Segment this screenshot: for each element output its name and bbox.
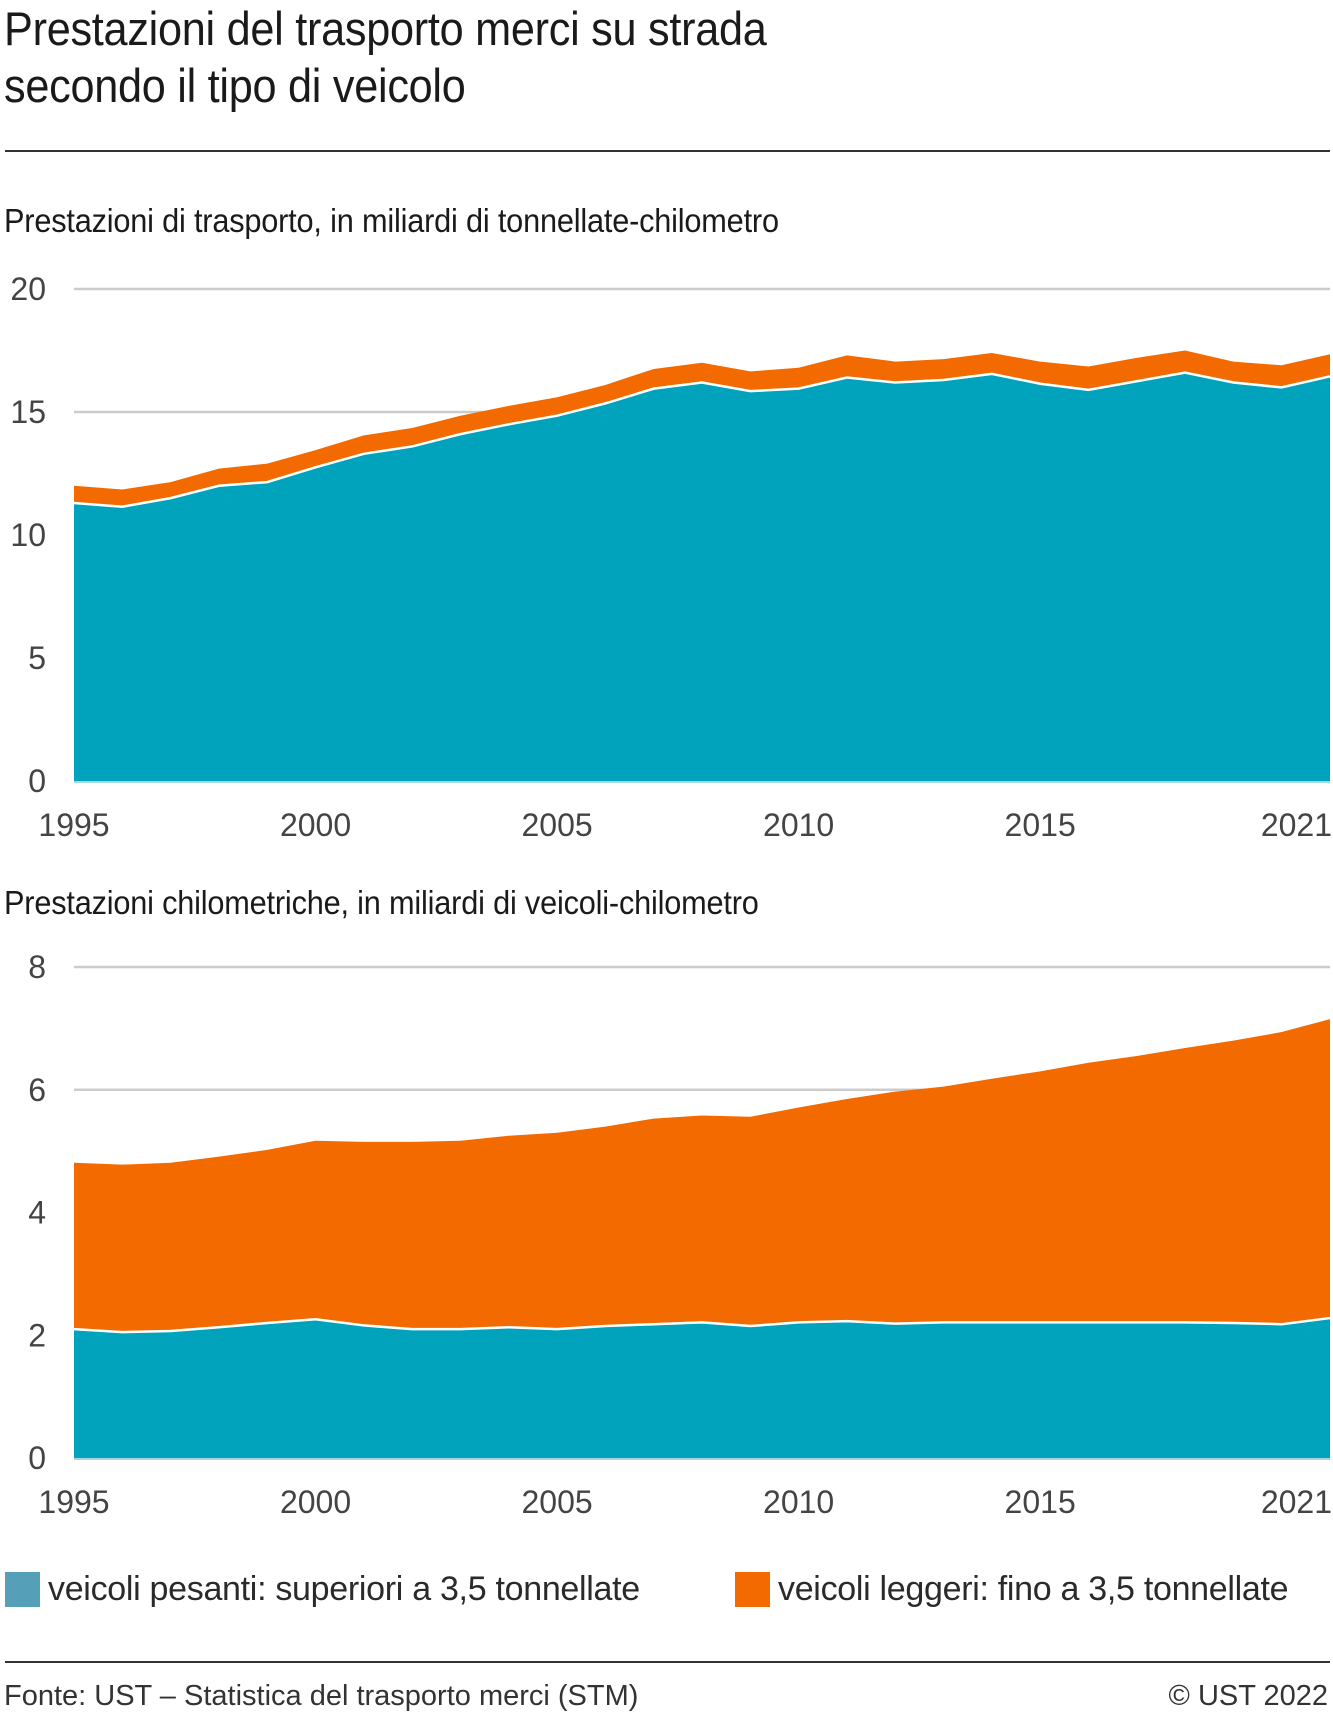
area-heavy-vehicles (74, 1318, 1330, 1458)
area-heavy-vehicles (74, 372, 1330, 781)
series-separator-line (73, 1316, 1331, 1334)
x-tick-label: 2005 (521, 1484, 592, 1520)
legend-label-light: veicoli leggeri: fino a 3,5 tonnellate (778, 1570, 1289, 1608)
legend-item-light: veicoli leggeri: fino a 3,5 tonnellate (735, 1570, 1289, 1609)
x-tick-label: 2015 (1005, 807, 1076, 843)
legend: veicoli pesanti: superiori a 3,5 tonnell… (5, 1570, 1333, 1610)
y-tick-label: 15 (10, 394, 46, 430)
y-tick-label: 5 (28, 640, 46, 676)
chart-2-title: Prestazioni chilometriche, in miliardi d… (4, 884, 759, 921)
x-tick-label: 1995 (38, 807, 109, 843)
chart-vehicle-kilometres: 0 2 4 6 8 1995 2000 2005 2010 2015 2021 (28, 949, 1332, 1520)
x-tick-label: 2010 (763, 1484, 834, 1520)
legend-swatch-light (735, 1572, 770, 1607)
y-tick-label: 0 (28, 763, 46, 799)
copyright: © UST 2022 (1168, 1680, 1328, 1712)
legend-swatch-heavy (5, 1572, 40, 1607)
y-tick-label: 10 (10, 517, 46, 553)
x-tick-label: 2021 (1261, 807, 1332, 843)
y-tick-label: 8 (28, 949, 46, 985)
x-tick-label: 2000 (280, 1484, 351, 1520)
chart-transport-performance: 0 5 10 15 20 1995 2000 2005 2010 2015 2021 (10, 271, 1332, 843)
x-tick-label: 2015 (1005, 1484, 1076, 1520)
y-tick-label: 20 (10, 271, 46, 307)
y-tick-label: 2 (28, 1317, 46, 1353)
chart-1-title: Prestazioni di trasporto, in miliardi di… (4, 202, 779, 239)
series-separator-line (73, 371, 1331, 508)
source-note: Fonte: UST – Statistica del trasporto me… (4, 1680, 639, 1712)
y-tick-label: 6 (28, 1072, 46, 1108)
y-tick-label: 0 (28, 1440, 46, 1476)
footer-divider (5, 1661, 1330, 1663)
x-tick-label: 2010 (763, 807, 834, 843)
area-light-vehicles (74, 1019, 1330, 1333)
x-tick-label: 2021 (1261, 1484, 1332, 1520)
x-tick-label: 2005 (521, 807, 592, 843)
header-divider (5, 150, 1330, 152)
page-title-line-1: Prestazioni del trasporto merci su strad… (4, 2, 767, 55)
page-title-line-2: secondo il tipo di veicolo (4, 59, 466, 112)
y-tick-label: 4 (28, 1195, 46, 1231)
x-tick-label: 1995 (38, 1484, 109, 1520)
page-title: Prestazioni del trasporto merci su strad… (4, 0, 1016, 114)
legend-item-heavy: veicoli pesanti: superiori a 3,5 tonnell… (5, 1570, 640, 1609)
x-tick-label: 2000 (280, 807, 351, 843)
legend-label-heavy: veicoli pesanti: superiori a 3,5 tonnell… (48, 1570, 640, 1608)
